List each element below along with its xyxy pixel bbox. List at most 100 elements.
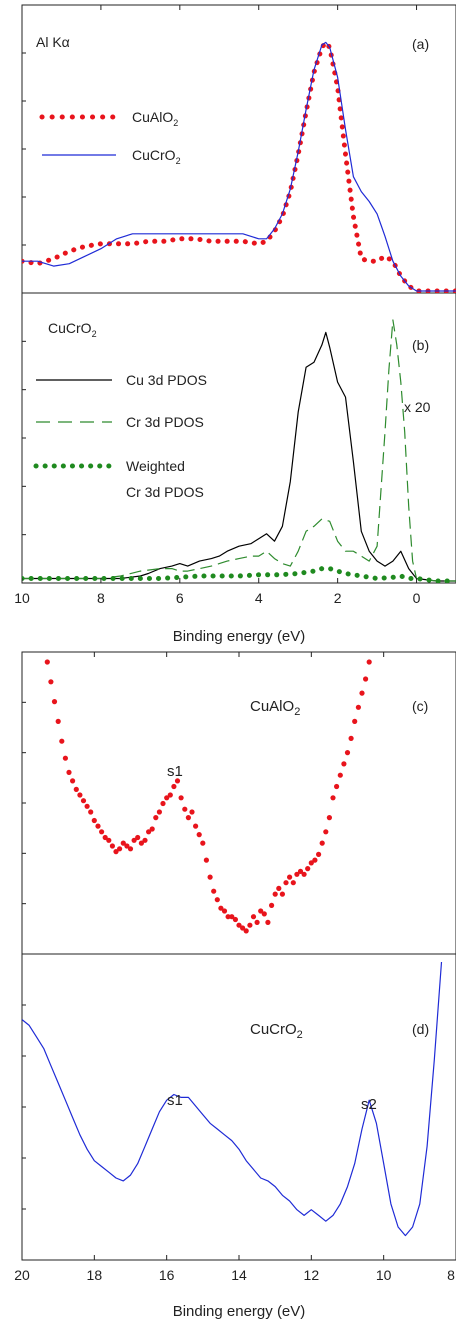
data-point [348,735,354,742]
legend-a-cucro2-label: CuCrO2 [132,147,181,166]
bottom-xaxis-label: Binding energy (eV) [173,1303,306,1320]
data-point [156,809,162,815]
panel-b-annotation-main: CuCrO [48,320,92,336]
data-point [323,829,329,835]
legend-a-cualo2-sub: 2 [173,118,178,128]
data-point [66,769,72,776]
data-point [355,704,361,710]
data-point [62,755,68,761]
panel-c-peak-s1: s1 [167,763,183,780]
data-point [135,834,141,841]
panel-b-xtick-label: 10 [14,590,30,606]
panel-d-xtick-label: 20 [14,1267,30,1283]
panel-c-annotation-main: CuAlO [250,698,294,715]
data-point [316,851,322,858]
panel-a-frame [21,4,456,294]
data-point [287,874,293,880]
legend-b-cu3d-label: Cu 3d PDOS [126,372,207,388]
panel-d-xtick-label: 16 [159,1267,175,1283]
legend-a-cucro2-main: CuCrO [132,147,176,163]
data-point [196,832,202,838]
legend-a-cualo2-main: CuAlO [132,109,173,125]
data-point [366,659,372,665]
data-point [51,699,58,705]
data-point [171,783,177,790]
data-point [225,914,231,920]
panel-d-peak-s1: s1 [167,1092,183,1109]
data-point [344,750,351,756]
data-point [120,840,126,846]
data-point [308,860,314,866]
panel-d-plot [22,961,443,1237]
data-point [149,826,155,832]
data-point [70,778,76,784]
panel-d-peak-s2: s2 [361,1096,377,1113]
data-point [207,874,213,880]
panel-b-xtick-label: 6 [176,590,184,606]
panel-b-frame [21,292,456,584]
data-point [221,908,228,914]
data-point [305,866,311,872]
panel-d-xtick-label: 14 [231,1267,247,1283]
data-point [167,792,173,798]
panel-b-xtick-label: 2 [334,590,342,606]
data-point [250,914,257,920]
data-point [124,843,130,849]
panel-b-label: (b) [412,337,429,353]
panel-d-xtick-label: 8 [447,1267,455,1283]
data-point [265,919,271,926]
panel-c-label: (c) [412,698,428,714]
data-point [337,772,343,778]
data-point [200,840,206,846]
data-point [80,798,87,804]
panel-b-annotation-sub: 2 [92,329,97,339]
panel-b-series-0 [22,331,456,582]
data-point [48,679,54,685]
data-point [269,902,275,909]
data-point [178,795,184,801]
panel-d-xtick-label: 18 [87,1267,103,1283]
panel-b-series-1 [22,319,456,582]
data-point [91,817,97,824]
panel-b-plot [22,319,456,583]
panel-a-plot [22,5,456,293]
panel-c-series-0 [44,659,372,934]
data-point [276,885,282,892]
data-point [218,905,224,911]
data-point [236,922,242,928]
panel-b-xtick-label: 0 [413,590,421,606]
legend-b-cr3d-label: Cr 3d PDOS [126,414,204,430]
data-point [59,738,65,744]
data-point [341,761,347,767]
data-point [185,815,191,821]
data-point [88,809,94,815]
panel-a-label: (a) [412,36,429,52]
panel-d-annotation: CuCrO2 [250,1021,303,1041]
data-point [95,823,101,829]
data-point [294,871,300,877]
data-point [301,871,307,877]
top-xaxis-label: Binding energy (eV) [173,628,306,645]
data-point [138,840,144,846]
data-point [84,803,90,809]
data-point [290,880,296,886]
panel-b-annotation: CuCrO2 [48,320,97,339]
data-point [113,849,119,855]
data-point [232,916,238,923]
panel-c-annotation-sub: 2 [294,706,300,718]
data-point [297,868,304,875]
data-point [160,800,166,807]
data-point [272,891,278,897]
data-point [261,911,267,917]
data-point [106,837,112,843]
data-point [254,919,260,926]
data-point [352,718,358,725]
panel-d-xtick-label: 10 [376,1267,392,1283]
panel-d-annotation-main: CuCrO [250,1021,297,1038]
data-point [229,914,235,920]
data-point [189,809,195,815]
panel-d-label: (d) [412,1021,429,1037]
data-point [283,880,289,886]
legend-a-cualo2-label: CuAlO2 [132,109,178,128]
